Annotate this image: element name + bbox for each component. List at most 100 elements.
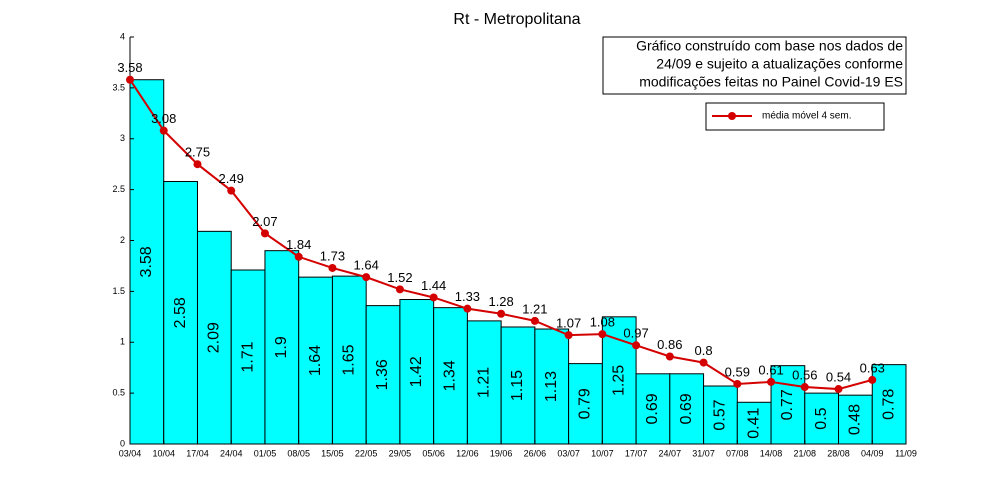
x-tick-label: 14/08 [760,448,783,458]
line-value-label: 3.08 [151,111,176,126]
bar [365,305,401,445]
line-value-label: 1.52 [387,270,412,285]
x-tick-label: 05/06 [422,448,445,458]
x-tick-label: 19/06 [490,448,513,458]
bar [669,373,705,445]
line-value-label: 2.75 [185,145,210,160]
x-tick-label: 03/04 [119,448,142,458]
line-value-label: 0.97 [623,326,648,341]
line-marker [767,377,776,386]
bar [163,180,198,445]
y-tick-label: 4 [120,31,125,41]
bar-value-label: 1.25 [610,365,627,396]
line-value-label: 1.64 [354,258,379,273]
y-tick-label: 2.5 [112,184,125,194]
x-tick-label: 26/06 [524,448,547,458]
bar-value-label: 1.13 [543,371,560,402]
line-value-label: 1.84 [286,237,311,252]
x-tick-label: 08/05 [287,448,310,458]
line-marker [294,252,303,261]
line-marker [362,273,371,282]
line-value-label: 0.61 [758,362,783,377]
bar-value-label: 1.64 [307,345,324,376]
x-tick-label: 12/06 [456,448,479,458]
bar-value-label: 2.09 [206,322,223,353]
line-value-label: 1.21 [522,301,547,316]
bar-value-label: 1.65 [341,344,358,375]
bar-value-label: 3.58 [138,246,155,277]
x-tick-label: 15/05 [321,448,344,458]
line-marker [699,358,708,367]
line-value-label: 1.07 [556,316,581,331]
y-tick-label: 3 [120,133,125,143]
line-marker [632,341,641,350]
bar-value-label: 0.57 [712,399,729,430]
x-tick-label: 17/07 [625,448,648,458]
bar [568,363,603,445]
bar [736,401,772,445]
line-marker [530,316,539,325]
bar [433,307,468,445]
bar-value-label: 0.78 [880,389,897,420]
annotation-box [602,36,907,95]
line-value-label: 0.63 [860,360,885,375]
bar-value-label: 1.42 [408,356,425,387]
bar [703,385,738,445]
line-marker [395,285,404,294]
line-marker [193,160,202,169]
bar [770,365,806,445]
x-tick-label: 24/07 [659,448,682,458]
line-value-label: 1.28 [488,294,513,309]
x-tick-label: 10/07 [591,448,614,458]
legend-marker [728,112,736,120]
line-value-label: 1.73 [320,248,345,263]
y-tick-label: 2 [120,235,125,245]
x-tick-label: 10/04 [152,448,175,458]
y-tick-label: 3.5 [112,82,125,92]
bar-value-label: 0.48 [847,404,864,435]
chart-title: Rt - Metropolitana [453,11,580,28]
x-tick-label: 17/04 [186,448,209,458]
bar-value-label: 0.69 [644,393,661,424]
y-tick-label: 1 [120,337,125,347]
x-tick-label: 11/09 [895,448,917,458]
bar-value-label: 0.69 [678,393,695,424]
annotation-text: 24/09 e sujeito a atualizações conforme [656,56,903,72]
line-marker [868,375,877,384]
x-tick-label: 21/08 [794,448,817,458]
line-value-label: 1.33 [455,289,480,304]
y-tick-label: 0.5 [112,388,125,398]
bar [871,364,907,445]
line-marker [497,309,506,318]
line-value-label: 0.59 [725,364,750,379]
line-marker [159,126,168,135]
line-value-label: 1.08 [590,315,615,330]
bar [635,373,671,445]
x-tick-label: 22/05 [355,448,378,458]
bar-value-label: 0.77 [779,389,796,420]
line-marker [834,385,843,394]
x-tick-label: 03/07 [557,448,580,458]
bar-value-label: 1.36 [374,359,391,390]
line-marker [800,383,809,392]
x-tick-label: 31/07 [692,448,715,458]
x-tick-label: 04/09 [861,448,884,458]
bar-value-label: 0.79 [577,388,594,419]
line-value-label: 1.44 [421,278,446,293]
bar-value-label: 1.21 [475,367,492,398]
line-value-label: 0.86 [657,337,682,352]
bar [804,392,840,445]
bar-value-label: 1.15 [509,370,526,401]
x-tick-label: 28/08 [827,448,850,458]
bar-value-label: 1.71 [239,341,256,372]
x-tick-label: 07/08 [726,448,749,458]
line-value-label: 0.56 [792,367,817,382]
line-marker [429,293,438,302]
line-marker [598,330,607,339]
line-value-label: 0.54 [826,369,851,384]
line-marker [733,379,742,388]
line-value-label: 2.07 [252,214,277,229]
line-marker [463,304,472,313]
x-tick-label: 24/04 [220,448,243,458]
